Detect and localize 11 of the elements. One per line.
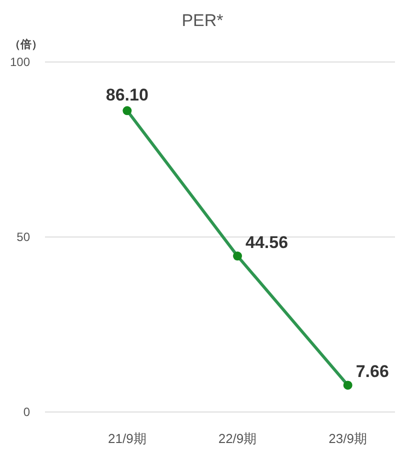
y-tick-label: 0: [23, 405, 30, 419]
y-axis-title: （倍）: [10, 38, 42, 51]
data-label: 44.56: [246, 233, 288, 252]
data-label: 7.66: [356, 362, 389, 382]
x-tick-label: 23/9期: [328, 431, 367, 446]
x-tick-label: 21/9期: [108, 431, 146, 446]
data-label: 86.10: [106, 86, 148, 105]
x-tick-label: 22/9期: [218, 431, 257, 446]
chart-title: PER*: [182, 11, 224, 30]
y-tick-label: 100: [10, 55, 30, 69]
y-tick-label: 50: [16, 230, 30, 244]
